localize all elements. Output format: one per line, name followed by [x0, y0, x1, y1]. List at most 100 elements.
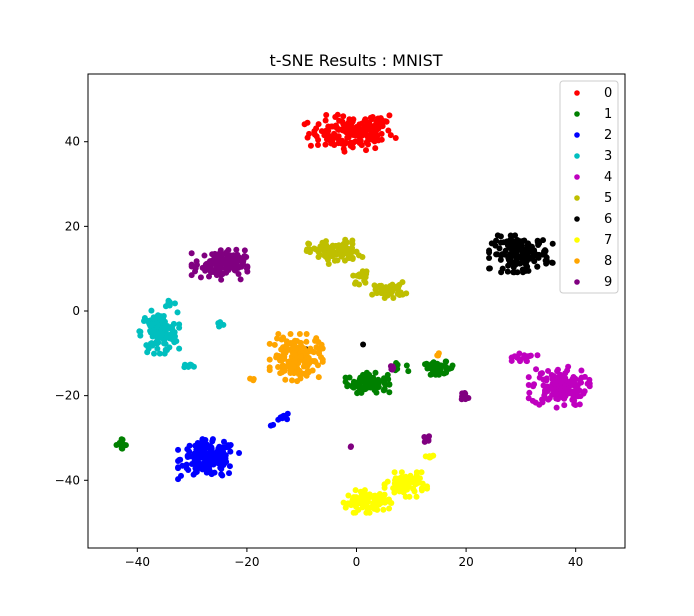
point-digit-9: [202, 261, 209, 268]
point-digit-4: [526, 389, 533, 396]
point-digit-6: [534, 237, 541, 244]
point-digit-1: [434, 368, 441, 375]
y-tick-label: 20: [65, 219, 80, 233]
point-digit-0: [385, 127, 392, 134]
point-digit-8: [266, 356, 273, 363]
point-digit-1: [344, 381, 351, 388]
point-digit-4: [554, 396, 561, 403]
point-digit-0: [370, 135, 377, 142]
point-digit-1: [346, 374, 353, 381]
point-digit-7: [398, 477, 405, 484]
point-digit-0: [342, 139, 349, 146]
point-digit-8: [305, 358, 312, 365]
point-digit-0: [367, 121, 374, 128]
point-digit-9: [238, 263, 245, 270]
legend-marker-2: [574, 132, 580, 138]
point-digit-4: [533, 366, 540, 373]
point-digit-6: [502, 247, 509, 254]
legend-marker-1: [574, 111, 580, 117]
x-tick-label: 0: [353, 555, 361, 569]
point-digit-3: [153, 338, 160, 345]
x-axis: −40 −20 0 20 40: [125, 548, 583, 569]
point-digit-5: [359, 254, 366, 261]
point-digit-4: [574, 393, 581, 400]
point-digit-3: [145, 345, 152, 352]
point-digit-3: [174, 309, 181, 316]
point-digit-5: [332, 242, 339, 249]
point-digit-5: [323, 244, 330, 251]
point-digit-7: [366, 491, 373, 498]
legend-label-7: 7: [604, 233, 612, 248]
point-digit-2: [203, 467, 210, 474]
point-digit-7: [340, 499, 347, 506]
point-digit-5: [345, 255, 352, 262]
point-digit-0: [301, 121, 308, 128]
point-digit-4: [540, 376, 547, 383]
point-digit-3: [148, 307, 155, 314]
point-digit-0: [306, 130, 313, 137]
point-digit-0: [357, 137, 364, 144]
legend-marker-9: [574, 279, 580, 285]
point-digit-3: [162, 346, 169, 353]
point-digit-5: [403, 290, 410, 297]
point-digit-3: [181, 361, 188, 368]
point-digit-0: [387, 132, 394, 139]
point-digit-7: [391, 469, 398, 476]
point-digit-7: [413, 472, 420, 479]
point-digit-9: [244, 264, 251, 271]
point-digit-2: [270, 421, 277, 428]
point-digit-9: [233, 246, 240, 253]
point-digit-9: [347, 444, 354, 451]
legend: 0 1 2 3 4 5 6 7 8 9: [559, 80, 619, 294]
point-digit-3: [171, 300, 178, 307]
point-digit-1: [405, 368, 412, 375]
point-digit-7: [398, 469, 405, 476]
point-digit-4: [508, 354, 515, 361]
point-digit-5: [353, 272, 360, 279]
point-digit-5: [359, 272, 366, 279]
point-digit-9: [234, 251, 241, 258]
point-digit-9: [237, 276, 244, 283]
point-digit-6: [528, 243, 535, 250]
legend-label-0: 0: [604, 86, 612, 101]
point-digit-2: [175, 458, 182, 464]
point-digit-9: [216, 262, 223, 269]
point-digit-1: [368, 381, 375, 388]
point-digit-0: [332, 114, 339, 121]
point-digit-5: [326, 249, 333, 256]
point-digit-1: [372, 369, 379, 376]
point-digit-6: [527, 254, 534, 261]
point-digit-2: [205, 461, 212, 468]
point-digit-2: [175, 476, 182, 483]
point-digit-8: [282, 376, 289, 383]
point-digit-8: [303, 331, 310, 337]
point-digit-2: [223, 458, 230, 465]
point-digit-6: [486, 265, 493, 272]
point-digit-4: [534, 352, 541, 359]
point-digit-5: [371, 282, 378, 289]
x-tick-label: 40: [568, 555, 583, 569]
point-digit-4: [570, 393, 577, 400]
point-digit-7: [371, 505, 378, 512]
legend-label-2: 2: [604, 128, 612, 143]
point-digit-8: [287, 331, 294, 337]
point-digit-0: [363, 147, 370, 154]
point-digit-9: [213, 254, 220, 261]
point-digit-9: [192, 265, 199, 272]
point-digit-9: [202, 267, 209, 274]
point-digit-8: [297, 339, 304, 346]
point-digit-0: [328, 140, 335, 147]
point-digit-2: [203, 451, 210, 458]
point-digit-0: [374, 119, 381, 126]
point-digit-5: [390, 295, 397, 302]
point-digit-8: [316, 350, 323, 357]
point-digit-0: [318, 128, 325, 135]
point-digit-6: [525, 240, 532, 247]
point-digit-0: [331, 133, 338, 140]
point-digit-8: [273, 352, 280, 359]
point-digit-6: [541, 247, 548, 254]
y-tick-label: 40: [65, 135, 80, 149]
point-digit-1: [436, 363, 443, 370]
point-digit-0: [315, 121, 322, 128]
point-digit-8: [298, 353, 305, 360]
